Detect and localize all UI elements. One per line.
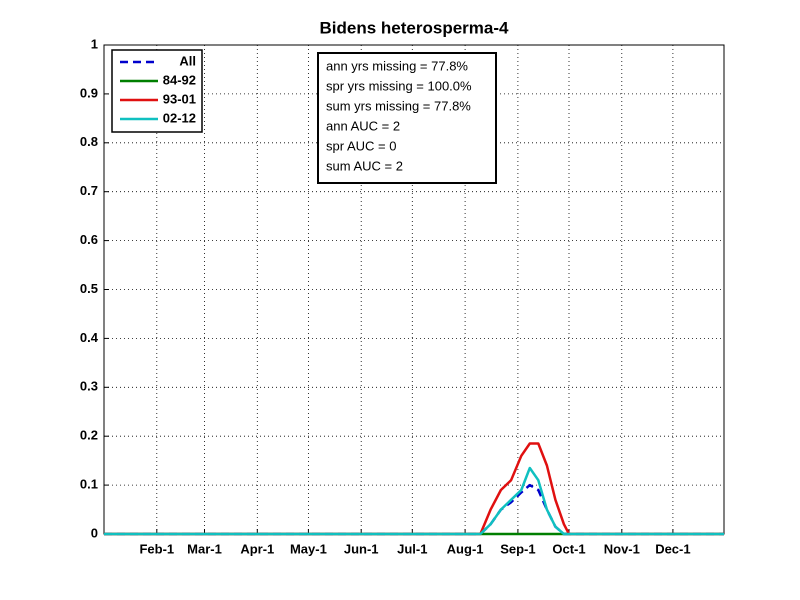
x-tick-label: Sep-1 (500, 541, 535, 556)
y-tick-label: 0.6 (80, 232, 98, 247)
x-tick-label: Jun-1 (344, 541, 379, 556)
series-line (104, 442, 724, 536)
annotation-text: sum AUC = 2 (326, 158, 403, 173)
y-tick-label: 0.5 (80, 281, 98, 296)
annotation-text: sum yrs missing = 77.8% (326, 98, 471, 113)
x-tick-label: Mar-1 (187, 541, 222, 556)
annotation-text: ann yrs missing = 77.8% (326, 58, 468, 73)
annotation-text: spr AUC = 0 (326, 138, 396, 153)
y-tick-label: 0.1 (80, 477, 98, 492)
y-tick-label: 0.9 (80, 85, 98, 100)
annotation-text: ann AUC = 2 (326, 118, 400, 133)
legend-label: 93-01 (163, 91, 196, 106)
x-tick-label: May-1 (290, 541, 327, 556)
annotation-text: spr yrs missing = 100.0% (326, 78, 472, 93)
x-tick-label: Nov-1 (604, 541, 640, 556)
y-tick-label: 0.2 (80, 428, 98, 443)
y-tick-label: 1 (91, 36, 98, 51)
y-tick-label: 0.4 (80, 330, 99, 345)
x-tick-label: Dec-1 (655, 541, 690, 556)
x-tick-label: Feb-1 (139, 541, 174, 556)
y-tick-label: 0.3 (80, 379, 98, 394)
x-tick-label: Apr-1 (240, 541, 274, 556)
x-tick-label: Aug-1 (447, 541, 484, 556)
x-tick-label: Oct-1 (552, 541, 585, 556)
annotation-box (317, 52, 497, 184)
x-tick-label: Jul-1 (397, 541, 427, 556)
legend-label: 84-92 (163, 72, 196, 87)
chart-title: Bidens heterosperma-4 (320, 18, 509, 37)
legend-label: 02-12 (163, 110, 196, 125)
y-tick-label: 0.7 (80, 183, 98, 198)
legend-label: All (179, 53, 196, 68)
series-line (104, 466, 724, 536)
y-tick-label: 0.8 (80, 134, 98, 149)
y-tick-label: 0 (91, 525, 98, 540)
